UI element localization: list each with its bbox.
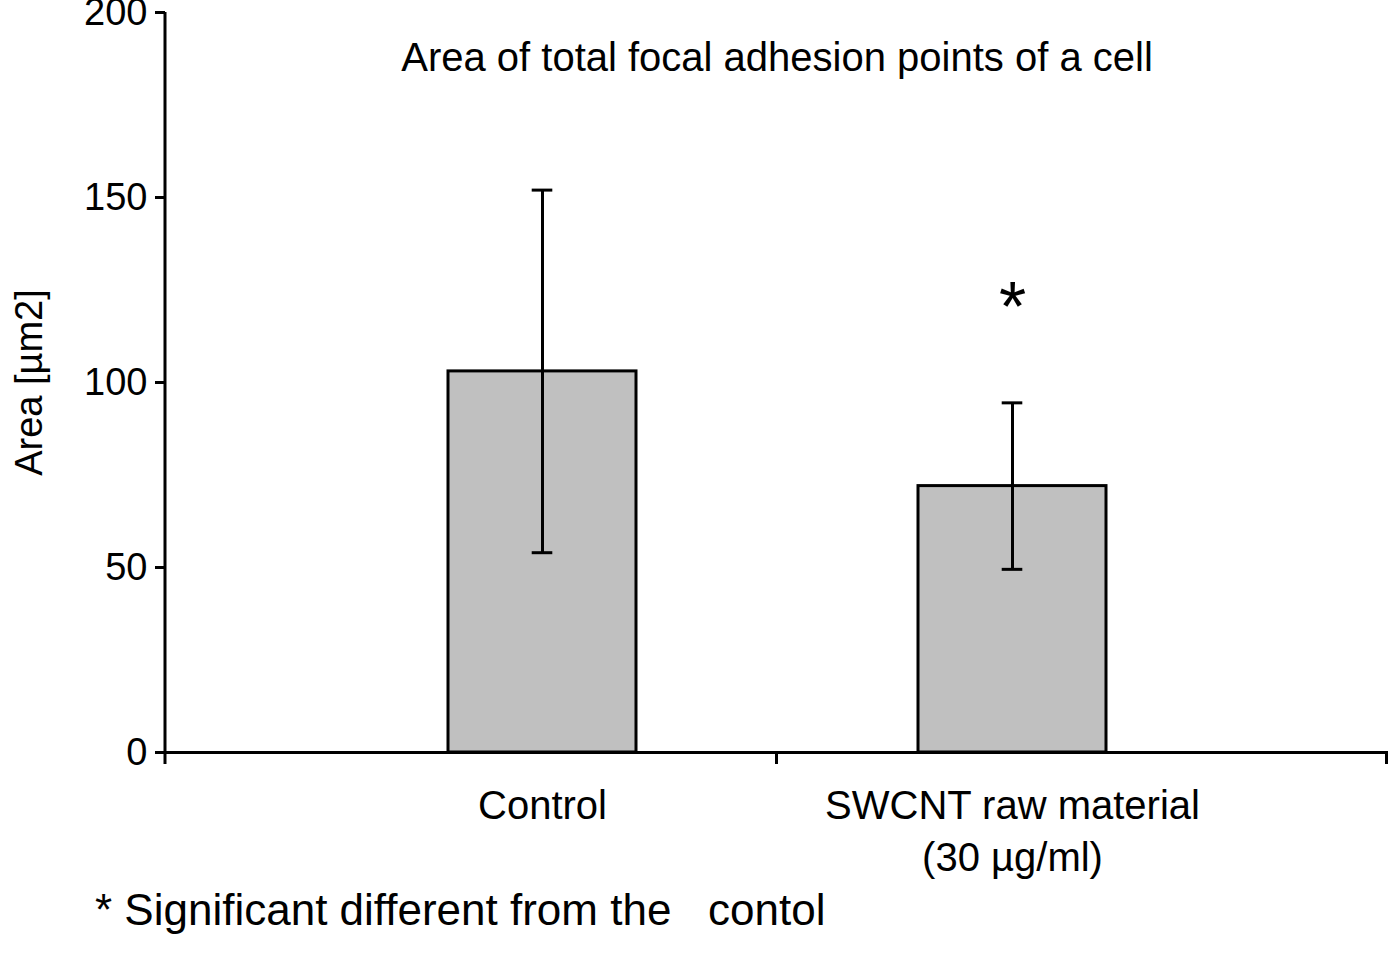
html-text:* Significant different from t: * Significant different from the contol — [95, 885, 826, 934]
svg-text:Control: Control — [478, 783, 607, 827]
svg-text:200: 200 — [84, 0, 147, 33]
svg-text:Area [µm2]: Area [µm2] — [8, 289, 50, 476]
svg-text:Area of total focal adhesion p: Area of total focal adhesion points of a… — [401, 35, 1153, 79]
svg-text:SWCNT raw material(30 µg/ml): SWCNT raw material(30 µg/ml) — [825, 783, 1200, 879]
svg-text:150: 150 — [84, 176, 147, 218]
svg-text:50: 50 — [105, 546, 147, 588]
svg-text:*: * — [999, 268, 1026, 346]
svg-text:100: 100 — [84, 361, 147, 403]
svg-text:0: 0 — [126, 731, 147, 773]
